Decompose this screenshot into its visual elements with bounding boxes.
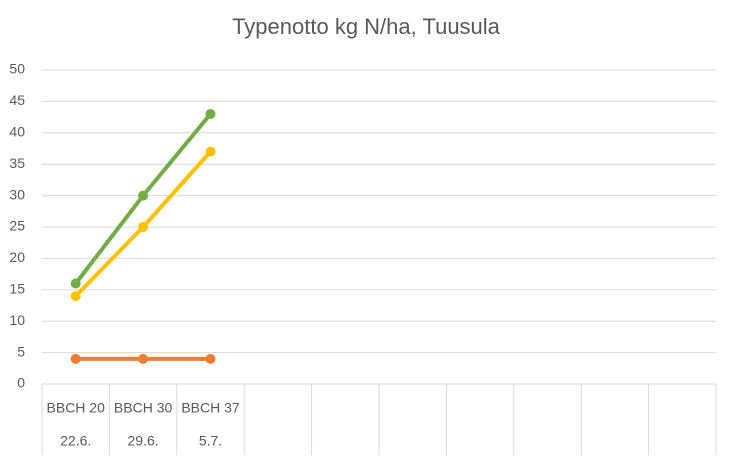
y-tick-label: 35 [9, 155, 25, 171]
y-tick-label: 40 [9, 124, 25, 140]
y-tick-label: 20 [9, 249, 25, 265]
data-point [70, 278, 81, 289]
data-point [138, 353, 149, 364]
x-tick-date: 5.7. [199, 433, 222, 449]
data-point [70, 291, 81, 302]
data-point [205, 353, 216, 364]
data-point [70, 353, 81, 364]
y-tick-label: 45 [9, 92, 25, 108]
x-tick-label: BBCH 20 [47, 400, 106, 416]
y-tick-label: 10 [9, 312, 25, 328]
y-tick-label: 50 [9, 61, 25, 77]
data-point [138, 190, 149, 201]
y-tick-label: 30 [9, 186, 25, 202]
chart-title: Typenotto kg N/ha, Tuusula [232, 14, 501, 39]
y-tick-label: 15 [9, 281, 25, 297]
data-point [205, 108, 216, 119]
x-tick-date: 22.6. [60, 433, 91, 449]
x-tick-label: BBCH 30 [114, 400, 173, 416]
y-tick-label: 25 [9, 218, 25, 234]
x-tick-date: 29.6. [128, 433, 159, 449]
y-tick-label: 0 [17, 375, 25, 391]
x-tick-label: BBCH 37 [181, 400, 240, 416]
data-point [138, 222, 149, 232]
data-point [205, 146, 216, 157]
y-tick-label: 5 [17, 343, 25, 359]
